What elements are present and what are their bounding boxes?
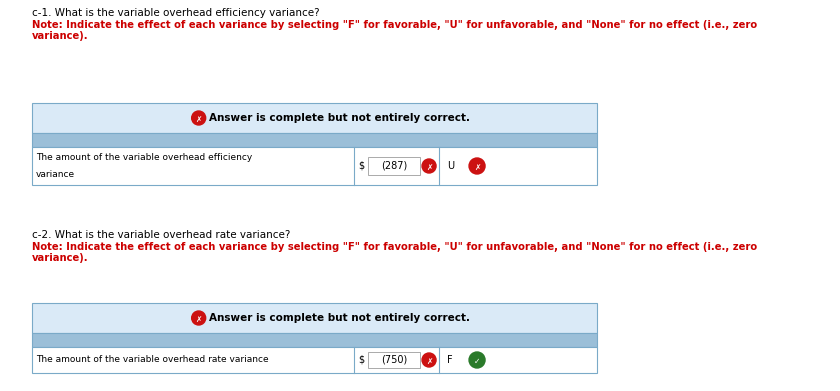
Text: $: $	[358, 355, 365, 365]
Text: variance: variance	[36, 170, 75, 179]
Text: Note: Indicate the effect of each variance by selecting "F" for favorable, "U" f: Note: Indicate the effect of each varian…	[32, 242, 757, 252]
Text: Note: Indicate the effect of each variance by selecting "F" for favorable, "U" f: Note: Indicate the effect of each varian…	[32, 20, 757, 30]
Text: F: F	[447, 355, 453, 365]
Text: variance).: variance).	[32, 31, 89, 41]
Text: ✗: ✗	[426, 357, 433, 366]
Circle shape	[192, 111, 206, 125]
Bar	[32, 103, 597, 133]
Text: variance).: variance).	[32, 253, 89, 263]
Circle shape	[422, 353, 436, 367]
Text: c-1. What is the variable overhead efficiency variance?: c-1. What is the variable overhead effic…	[32, 8, 320, 18]
Text: The amount of the variable overhead rate variance: The amount of the variable overhead rate…	[36, 355, 269, 364]
Circle shape	[469, 352, 485, 368]
Text: Answer is complete but not entirely correct.: Answer is complete but not entirely corr…	[208, 113, 470, 123]
Text: ✗: ✗	[426, 163, 433, 172]
Circle shape	[422, 159, 436, 173]
Text: ✗: ✗	[196, 314, 202, 323]
Text: The amount of the variable overhead efficiency: The amount of the variable overhead effi…	[36, 153, 252, 162]
Bar	[368, 157, 420, 175]
Text: (287): (287)	[381, 161, 407, 171]
Bar	[32, 333, 597, 347]
Bar	[32, 133, 597, 147]
Bar	[32, 303, 597, 333]
Text: $: $	[358, 161, 365, 171]
Bar	[32, 147, 597, 185]
Bar	[32, 347, 597, 373]
Text: ✗: ✗	[196, 115, 202, 124]
Text: ✗: ✗	[474, 163, 480, 172]
Circle shape	[469, 158, 485, 174]
Text: Answer is complete but not entirely correct.: Answer is complete but not entirely corr…	[208, 313, 470, 323]
Circle shape	[192, 311, 206, 325]
Text: ✓: ✓	[474, 357, 480, 366]
Text: c-2. What is the variable overhead rate variance?: c-2. What is the variable overhead rate …	[32, 230, 291, 240]
Text: (750): (750)	[381, 355, 407, 365]
Bar	[368, 352, 420, 368]
Text: U: U	[447, 161, 454, 171]
